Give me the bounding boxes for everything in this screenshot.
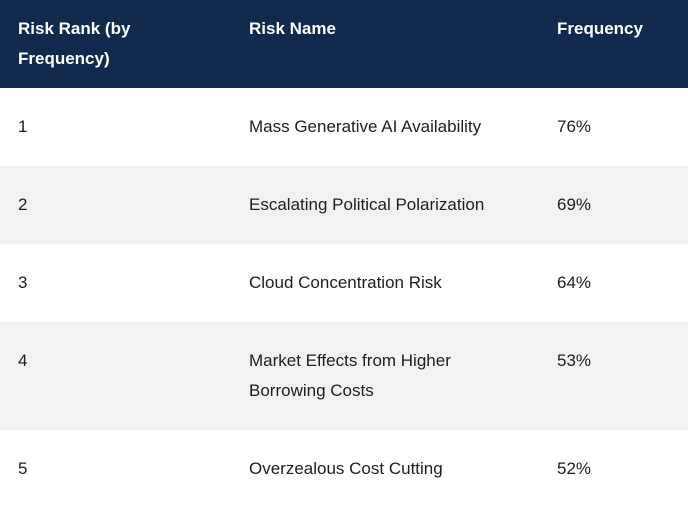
cell-rank: 1	[18, 117, 28, 136]
cell-rank: 3	[18, 273, 28, 292]
column-header-frequency: Frequency	[557, 0, 688, 88]
column-header-risk-name: Risk Name	[249, 0, 557, 88]
column-header-risk-rank: Risk Rank (by Frequency)	[0, 0, 249, 88]
table-body: 1 Mass Generative AI Availability 76% 2 …	[0, 88, 688, 508]
table-row: 4 Market Effects from Higher Borrowing C…	[0, 322, 688, 430]
cell-frequency: 64%	[557, 273, 592, 292]
cell-risk-name: Market Effects from Higher Borrowing Cos…	[249, 351, 451, 400]
table-row: 3 Cloud Concentration Risk 64%	[0, 244, 688, 322]
cell-risk-name: Mass Generative AI Availability	[249, 117, 482, 136]
table-row: 2 Escalating Political Polarization 69%	[0, 166, 688, 244]
table-row: 1 Mass Generative AI Availability 76%	[0, 88, 688, 166]
cell-frequency: 52%	[557, 459, 592, 478]
table-header: Risk Rank (by Frequency) Risk Name Frequ…	[0, 0, 688, 88]
cell-rank: 5	[18, 459, 28, 478]
cell-rank: 2	[18, 195, 28, 214]
cell-frequency: 69%	[557, 195, 592, 214]
cell-rank: 4	[18, 351, 28, 370]
cell-risk-name: Cloud Concentration Risk	[249, 273, 442, 292]
cell-risk-name: Escalating Political Polarization	[249, 195, 485, 214]
table-row: 5 Overzealous Cost Cutting 52%	[0, 430, 688, 508]
cell-frequency: 53%	[557, 351, 592, 370]
cell-risk-name: Overzealous Cost Cutting	[249, 459, 443, 478]
cell-frequency: 76%	[557, 117, 592, 136]
header-row: Risk Rank (by Frequency) Risk Name Frequ…	[0, 0, 688, 88]
